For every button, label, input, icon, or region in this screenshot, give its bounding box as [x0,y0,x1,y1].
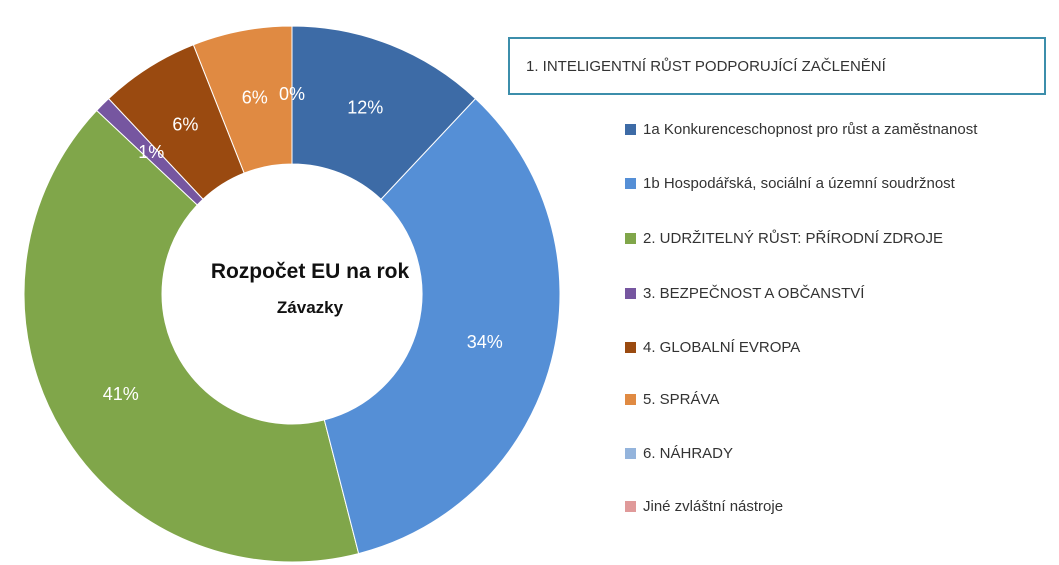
chart-title: Rozpočet EU na rok [211,260,410,283]
legend-item: Jiné zvláštní nástroje [625,497,1045,516]
chart-subtitle: Závazky [277,298,344,317]
legend-item: 1b Hospodářská, sociální a územní soudrž… [625,174,1045,193]
data-label: 12% [347,98,383,118]
legend-item: 3. BEZPEČNOST A OBČANSTVÍ [625,284,1045,303]
legend-item: 2. UDRŽITELNÝ RŮST: PŘÍRODNÍ ZDROJE [625,229,1045,248]
legend-label: 6. NÁHRADY [643,445,734,462]
data-label: 6% [172,115,198,135]
legend-label: 4. GLOBALNÍ EVROPA [643,339,801,356]
donut-slice [323,97,561,555]
legend-swatch [625,178,636,189]
data-label: 34% [467,332,503,352]
legend-swatch [625,233,636,244]
legend-item: 5. SPRÁVA [625,390,1045,409]
legend-swatch [625,288,636,299]
data-label: 0% [279,84,305,104]
donut-slice [291,25,477,200]
legend-label: 1b Hospodářská, sociální a územní soudrž… [643,175,955,192]
legend-label: 1a Konkurenceschopnost pro růst a zaměst… [643,121,978,138]
data-label: 6% [242,87,268,107]
legend-label: Jiné zvláštní nástroje [643,498,784,515]
legend-swatch [625,394,636,405]
donut-slice [23,109,360,563]
data-label: 41% [103,384,139,404]
legend-title: 1. INTELIGENTNÍ RŮST PODPORUJÍCÍ ZAČLENĚ… [508,37,1046,95]
legend-item: 6. NÁHRADY [625,444,1045,463]
data-label: 1% [138,142,164,162]
legend-item: 1a Konkurenceschopnost pro růst a zaměst… [625,120,1045,139]
legend-swatch [625,124,636,135]
legend-label: 5. SPRÁVA [643,391,720,408]
legend-swatch [625,448,636,459]
legend-label: 3. BEZPEČNOST A OBČANSTVÍ [643,285,865,302]
legend-swatch [625,342,636,353]
donut-slice [107,44,245,200]
legend-item: 4. GLOBALNÍ EVROPA [625,338,1045,357]
legend-swatch [625,501,636,512]
legend-label: 2. UDRŽITELNÝ RŮST: PŘÍRODNÍ ZDROJE [643,230,944,247]
donut-slice [95,97,204,206]
